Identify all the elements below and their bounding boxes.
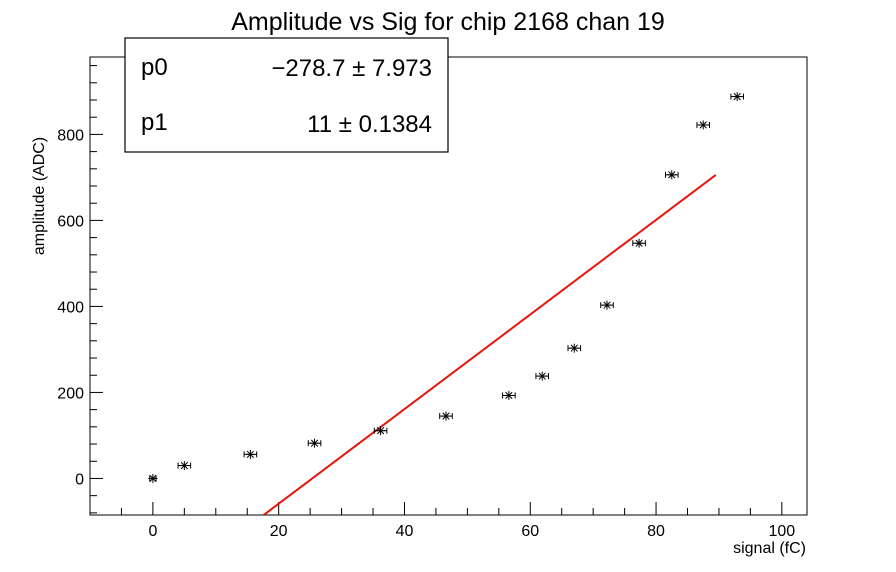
chart-title: Amplitude vs Sig for chip 2168 chan 19 bbox=[231, 8, 665, 36]
y-axis-label: amplitude (ADC) bbox=[31, 137, 48, 255]
stats-p0-name: p0 bbox=[141, 54, 168, 81]
stats-p1-value: 11 ± 0.1384 bbox=[307, 111, 432, 138]
data-point bbox=[307, 438, 322, 448]
x-axis-label: signal (fC) bbox=[733, 540, 806, 557]
data-point bbox=[148, 473, 158, 483]
data-point bbox=[664, 170, 679, 180]
stats-box-frame bbox=[124, 37, 449, 153]
star-marker-stroke bbox=[699, 121, 707, 129]
data-points-layer bbox=[148, 92, 744, 483]
data-point bbox=[243, 449, 258, 459]
y-tick-label: 400 bbox=[57, 299, 84, 316]
star-marker-stroke bbox=[538, 372, 546, 380]
data-point bbox=[600, 300, 614, 310]
star-marker-stroke bbox=[376, 427, 385, 435]
star-marker-stroke bbox=[246, 450, 255, 459]
fit-line-layer bbox=[262, 174, 717, 515]
star-marker-stroke bbox=[668, 171, 676, 179]
star-marker-stroke bbox=[570, 344, 578, 352]
data-point bbox=[502, 390, 516, 400]
star-marker-stroke bbox=[180, 461, 188, 470]
star-marker-stroke bbox=[505, 391, 513, 400]
data-point bbox=[730, 92, 744, 102]
star-marker-stroke bbox=[310, 439, 319, 447]
y-tick-label: 600 bbox=[57, 213, 84, 230]
y-tick-label: 800 bbox=[57, 127, 84, 144]
y-tick-label: 200 bbox=[57, 385, 84, 402]
star-marker-stroke bbox=[733, 92, 741, 101]
fit-line bbox=[262, 174, 717, 515]
data-point bbox=[696, 120, 711, 130]
data-point bbox=[373, 426, 388, 436]
x-tick-label: 60 bbox=[521, 523, 539, 540]
star-marker-stroke bbox=[149, 474, 157, 483]
stats-p1-name: p1 bbox=[141, 109, 168, 136]
stats-box: p0 −278.7 ± 7.973 p1 11 ± 0.1384 bbox=[124, 37, 449, 153]
data-point bbox=[535, 371, 550, 381]
stats-p0-value: −278.7 ± 7.973 bbox=[271, 55, 432, 82]
y-tick-label: 0 bbox=[75, 471, 84, 488]
data-point bbox=[177, 461, 192, 471]
star-marker-stroke bbox=[442, 412, 450, 420]
star-marker-stroke bbox=[603, 301, 611, 309]
x-tick-label: 0 bbox=[148, 523, 157, 540]
star-marker-stroke bbox=[635, 239, 643, 247]
data-point bbox=[632, 238, 646, 248]
x-tick-label: 80 bbox=[647, 523, 665, 540]
axes: 0 20 40 60 80 100 0 200 400 600 800 bbox=[57, 65, 795, 540]
data-point bbox=[567, 343, 582, 353]
data-point bbox=[439, 411, 453, 421]
x-tick-label: 100 bbox=[768, 523, 795, 540]
x-tick-label: 20 bbox=[270, 523, 288, 540]
x-tick-label: 40 bbox=[396, 523, 414, 540]
